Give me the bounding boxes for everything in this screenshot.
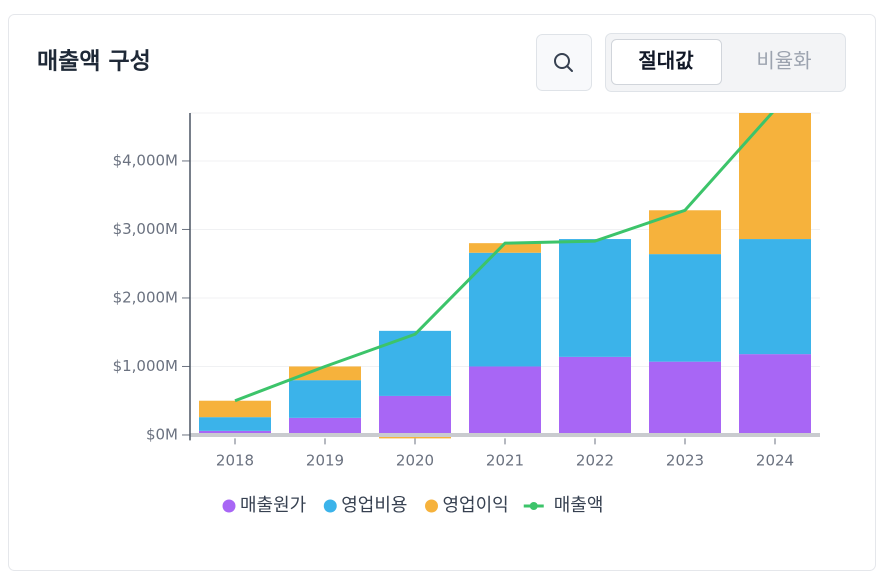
search-button[interactable] <box>536 34 592 91</box>
legend-marker <box>323 499 337 513</box>
bar <box>199 430 271 435</box>
x-tick-label: 2019 <box>306 452 344 470</box>
bar <box>649 210 721 255</box>
bar <box>649 361 721 435</box>
plot: $0M $1,000M $2,000M $3,000M $4,000M 2018 2019 2… <box>113 112 820 516</box>
bar <box>199 417 271 431</box>
toggle-option[interactable]: 비율화 <box>756 49 811 73</box>
y-tick-label: $3,000M <box>113 220 178 238</box>
bar <box>469 366 541 435</box>
y-tick-label: $4,000M <box>113 151 178 169</box>
legend-marker <box>222 499 236 513</box>
line <box>234 113 774 403</box>
bar <box>649 254 721 362</box>
toggle-active[interactable] <box>611 39 722 85</box>
x-tick-label: 2022 <box>576 452 614 470</box>
legend-label: 영업이익 <box>443 495 509 516</box>
y-tick-label: $0M <box>146 425 178 443</box>
bar <box>289 380 361 418</box>
chart-title: 매출액 구성 <box>37 49 151 75</box>
bar <box>559 356 631 435</box>
toggle-option[interactable]: 절대값 <box>638 49 694 73</box>
x-tick-label: 2021 <box>486 452 524 470</box>
legend-label: 영업비용 <box>341 495 407 516</box>
legend-label: 매출액 <box>554 495 604 516</box>
bar <box>559 239 631 357</box>
bar <box>289 417 361 435</box>
legend-marker <box>425 499 438 513</box>
legend-label: 매출원가 <box>240 495 306 516</box>
legend-marker <box>529 502 538 510</box>
bar <box>469 243 541 253</box>
x-tick-label: 2018 <box>216 452 254 470</box>
bar <box>469 252 541 367</box>
bar <box>739 113 811 240</box>
bar <box>379 330 451 396</box>
bar <box>739 239 811 355</box>
bar <box>199 400 271 418</box>
bar <box>289 366 361 381</box>
y-tick-label: $2,000M <box>113 288 178 306</box>
bar <box>379 395 451 435</box>
bar <box>739 354 811 435</box>
x-tick-label: 2020 <box>396 452 434 470</box>
x-tick-label: 2023 <box>666 452 704 470</box>
x-tick-label: 2024 <box>756 452 794 470</box>
y-tick-label: $1,000M <box>113 357 178 375</box>
